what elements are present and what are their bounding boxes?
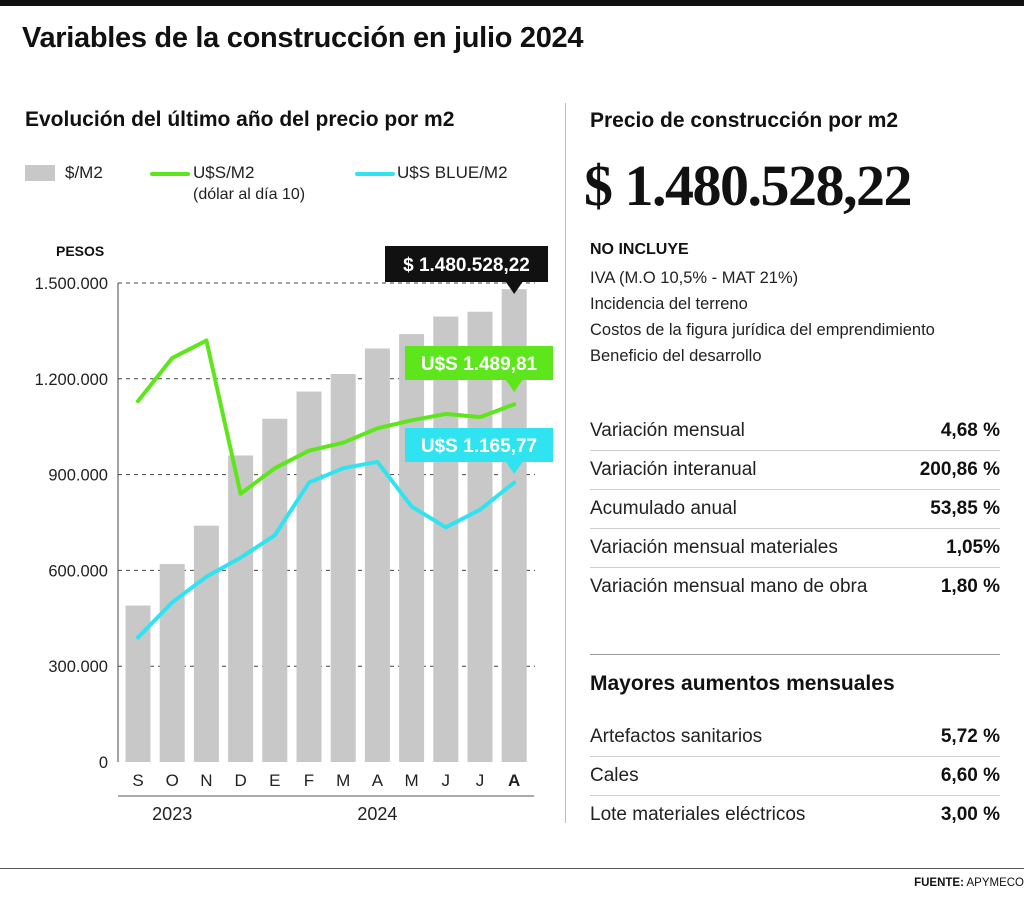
legend-green-label: U$S/M2 (dólar al día 10) bbox=[193, 162, 305, 206]
year-label: 2024 bbox=[357, 804, 397, 824]
callout-label: U$S 1.489,81 bbox=[421, 354, 538, 375]
stat-label: Variación mensual bbox=[590, 420, 745, 441]
excludes-title: NO INCLUYE bbox=[590, 241, 689, 258]
source-name: APYMECO bbox=[966, 877, 1024, 889]
stat-label: Acumulado anual bbox=[590, 498, 737, 519]
bar bbox=[433, 316, 459, 762]
chart-axes: 1.500.000 1.200.000 900.000 600.000 300.000 0… bbox=[35, 243, 535, 824]
legend-green-name: U$S/M2 bbox=[193, 163, 255, 182]
bar bbox=[193, 525, 219, 762]
y-tick-label: 0 bbox=[99, 754, 108, 772]
excludes-list: IVA (M.O 10,5% - MAT 21%) Incidencia del… bbox=[590, 265, 935, 369]
column-divider bbox=[565, 103, 566, 823]
stat-value: 1,05% bbox=[946, 537, 1000, 558]
increases-list: Artefactos sanitarios 5,72 % Cales 6,60 … bbox=[590, 718, 1000, 834]
increase-label: Cales bbox=[590, 765, 639, 786]
bar bbox=[467, 311, 493, 762]
legend-green-swatch bbox=[150, 172, 190, 176]
bar bbox=[228, 455, 254, 762]
bar bbox=[399, 334, 425, 762]
stat-row: Variación mensual 4,68 % bbox=[590, 412, 1000, 451]
x-tick-label: E bbox=[269, 771, 280, 790]
chart-bars bbox=[125, 289, 527, 762]
bar bbox=[330, 374, 356, 762]
increase-row: Lote materiales eléctricos 3,00 % bbox=[590, 796, 1000, 834]
increase-label: Artefactos sanitarios bbox=[590, 726, 763, 747]
increases-title: Mayores aumentos mensuales bbox=[590, 672, 895, 695]
increase-label: Lote materiales eléctricos bbox=[590, 804, 806, 825]
callout-label: U$S 1.165,77 bbox=[421, 436, 537, 457]
legend-bar-label: $/M2 bbox=[65, 163, 103, 182]
increase-row: Cales 6,60 % bbox=[590, 757, 1000, 796]
top-rule bbox=[0, 0, 1024, 6]
callout-box bbox=[405, 346, 553, 380]
stat-row: Variación mensual materiales 1,05% bbox=[590, 529, 1000, 568]
callout-pointer bbox=[505, 281, 524, 294]
year-label: 2023 bbox=[152, 804, 192, 824]
stat-label: Variación mensual mano de obra bbox=[590, 576, 868, 597]
y-tick-label: 1.200.000 bbox=[35, 371, 108, 389]
chart-subtitle: Evolución del último año del precio por … bbox=[25, 108, 455, 131]
callout-pointer bbox=[505, 379, 524, 392]
source-credit: FUENTE: APYMECO bbox=[914, 877, 1024, 889]
excludes-item: Incidencia del terreno bbox=[590, 295, 748, 313]
variation-stats: Variación mensual 4,68 % Variación inter… bbox=[590, 412, 1000, 606]
y-tick-label: 600.000 bbox=[48, 562, 108, 580]
x-tick-label: A bbox=[372, 771, 384, 790]
increase-row: Artefactos sanitarios 5,72 % bbox=[590, 718, 1000, 757]
x-tick-label: N bbox=[200, 771, 212, 790]
x-tick-label: D bbox=[234, 771, 246, 790]
increase-value: 6,60 % bbox=[940, 765, 1000, 786]
legend-bar-swatch bbox=[25, 165, 55, 181]
page-title: Variables de la construcción en julio 20… bbox=[22, 22, 584, 54]
x-tick-label: F bbox=[304, 771, 314, 790]
y-axis-title: PESOS bbox=[56, 243, 104, 259]
series-line-1 bbox=[136, 338, 517, 496]
section-divider bbox=[590, 654, 1000, 655]
bar bbox=[364, 348, 390, 762]
x-tick-label: J bbox=[476, 771, 485, 790]
x-tick-label: O bbox=[166, 771, 179, 790]
price-section-title: Precio de construcción por m2 bbox=[590, 109, 899, 132]
x-tick-label: J bbox=[442, 771, 451, 790]
callout-box bbox=[385, 246, 548, 282]
stat-value: 4,68 % bbox=[940, 420, 1000, 441]
increase-value: 3,00 % bbox=[940, 804, 1000, 825]
excludes-item: IVA (M.O 10,5% - MAT 21%) bbox=[590, 269, 799, 287]
stat-label: Variación interanual bbox=[590, 459, 757, 480]
stat-label: Variación mensual materiales bbox=[590, 537, 838, 558]
callout-pointer bbox=[505, 461, 524, 474]
stat-row: Variación interanual 200,86 % bbox=[590, 451, 1000, 490]
stat-value: 200,86 % bbox=[919, 459, 1000, 480]
x-tick-label: M bbox=[336, 771, 350, 790]
chart-lines bbox=[136, 338, 517, 640]
callout-label: $ 1.480.528,22 bbox=[403, 255, 530, 276]
excludes-item: Costos de la figura jurídica del emprend… bbox=[590, 321, 935, 339]
callout-box bbox=[405, 428, 553, 462]
stat-value: 53,85 % bbox=[930, 498, 1000, 519]
y-tick-label: 900.000 bbox=[48, 467, 108, 485]
source-label: FUENTE: bbox=[914, 877, 964, 889]
price-evolution-chart: 1.500.000 1.200.000 900.000 600.000 300.000 0… bbox=[35, 243, 553, 824]
increase-value: 5,72 % bbox=[940, 726, 1000, 747]
legend-cyan-label: U$S BLUE/M2 bbox=[397, 163, 508, 182]
excludes-item: Beneficio del desarrollo bbox=[590, 347, 762, 365]
legend-green-note: (dólar al día 10) bbox=[193, 186, 306, 203]
price-per-m2-value: $ 1.480.528,22 bbox=[584, 153, 913, 218]
chart-callouts: $ 1.480.528,22 U$S 1.489,81 U$S 1.165,77 bbox=[385, 246, 553, 474]
stat-value: 1,80 % bbox=[940, 576, 1000, 597]
y-tick-label: 1.500.000 bbox=[35, 275, 108, 293]
x-tick-label: S bbox=[132, 771, 143, 790]
series-line-2 bbox=[136, 459, 517, 640]
y-tick-label: 300.000 bbox=[48, 658, 108, 676]
x-tick-label: M bbox=[405, 771, 419, 790]
bottom-rule bbox=[0, 868, 1024, 869]
legend-cyan-swatch bbox=[355, 172, 395, 176]
stat-row: Variación mensual mano de obra 1,80 % bbox=[590, 568, 1000, 606]
x-tick-label: A bbox=[508, 771, 520, 790]
stat-row: Acumulado anual 53,85 % bbox=[590, 490, 1000, 529]
